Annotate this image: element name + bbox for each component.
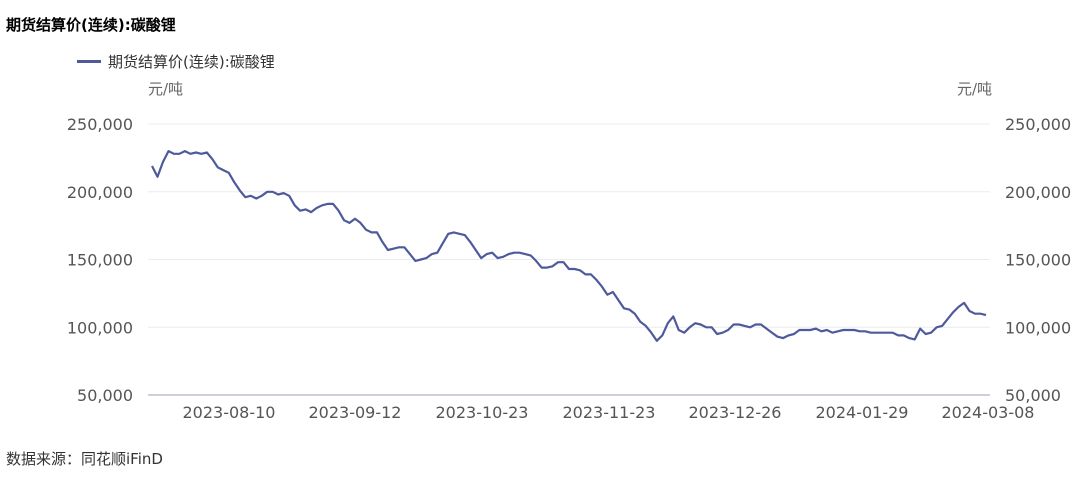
y-tick-label-right: 250,000 (1005, 115, 1071, 134)
legend-line-swatch (77, 60, 101, 63)
line-chart: 50,000 100,000 150,000 200,000 250,000 50,00… (67, 80, 1071, 422)
x-tick-label: 2023-08-10 (183, 403, 276, 422)
x-tick-label: 2024-03-08 (942, 403, 1035, 422)
y-unit-left: 元/吨 (148, 80, 183, 98)
y-tick-label-left: 50,000 (77, 386, 133, 405)
y-tick-label-right: 50,000 (1005, 386, 1061, 405)
x-tick-label: 2024-01-29 (816, 403, 909, 422)
legend-label: 期货结算价(连续):碳酸锂 (108, 53, 275, 71)
chart-legend[interactable]: 期货结算价(连续):碳酸锂 (77, 51, 275, 72)
data-source-note: 数据来源：同花顺iFinD (6, 450, 163, 468)
x-axis: 2023-08-10 2023-09-12 2023-10-23 2023-11-23… (183, 403, 1035, 422)
series-line[interactable] (151, 150, 987, 342)
x-tick-label: 2023-10-23 (436, 403, 529, 422)
chart-title: 期货结算价(连续):碳酸锂 (6, 16, 176, 34)
grid-lines (148, 123, 990, 396)
y-tick-label-left: 200,000 (67, 183, 133, 202)
x-tick-label: 2023-11-23 (563, 403, 656, 422)
y-tick-label-left: 250,000 (67, 115, 133, 134)
y-unit-right: 元/吨 (957, 80, 992, 98)
y-tick-label-right: 100,000 (1005, 318, 1071, 337)
x-tick-label: 2023-12-26 (689, 403, 782, 422)
y-tick-label-left: 100,000 (67, 318, 133, 337)
y-axis-left: 50,000 100,000 150,000 200,000 250,000 (67, 115, 133, 405)
x-tick-label: 2023-09-12 (309, 403, 402, 422)
y-tick-label-right: 150,000 (1005, 251, 1071, 270)
y-axis-right: 50,000 100,000 150,000 200,000 250,000 (1005, 115, 1071, 405)
series-group (151, 150, 987, 342)
y-tick-label-left: 150,000 (67, 251, 133, 270)
y-tick-label-right: 200,000 (1005, 183, 1071, 202)
